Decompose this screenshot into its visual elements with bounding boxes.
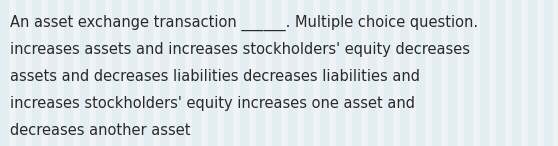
Bar bbox=[96, 0, 104, 146]
Bar bbox=[416, 0, 424, 146]
Bar bbox=[368, 0, 376, 146]
Bar bbox=[496, 0, 504, 146]
Bar bbox=[144, 0, 152, 146]
Bar bbox=[320, 0, 328, 146]
Bar bbox=[448, 0, 456, 146]
Bar bbox=[400, 0, 408, 146]
Bar bbox=[304, 0, 312, 146]
Bar bbox=[336, 0, 344, 146]
Bar bbox=[464, 0, 472, 146]
Text: decreases another asset: decreases another asset bbox=[10, 123, 190, 138]
Bar bbox=[112, 0, 120, 146]
Text: increases assets and increases stockholders' equity decreases: increases assets and increases stockhold… bbox=[10, 42, 470, 57]
Bar bbox=[64, 0, 72, 146]
Bar bbox=[288, 0, 296, 146]
Bar bbox=[384, 0, 392, 146]
Bar bbox=[176, 0, 184, 146]
Bar bbox=[352, 0, 360, 146]
Bar bbox=[192, 0, 200, 146]
Bar bbox=[528, 0, 536, 146]
Bar bbox=[208, 0, 216, 146]
Bar bbox=[544, 0, 552, 146]
Bar bbox=[16, 0, 24, 146]
Text: An asset exchange transaction ______. Multiple choice question.: An asset exchange transaction ______. Mu… bbox=[10, 15, 478, 31]
Text: increases stockholders' equity increases one asset and: increases stockholders' equity increases… bbox=[10, 96, 415, 111]
Text: assets and decreases liabilities decreases liabilities and: assets and decreases liabilities decreas… bbox=[10, 69, 420, 84]
Bar bbox=[256, 0, 264, 146]
Bar bbox=[432, 0, 440, 146]
Bar bbox=[240, 0, 248, 146]
Bar bbox=[272, 0, 280, 146]
Bar bbox=[80, 0, 88, 146]
Bar bbox=[0, 0, 8, 146]
Bar bbox=[48, 0, 56, 146]
Bar bbox=[128, 0, 136, 146]
Bar bbox=[480, 0, 488, 146]
Bar bbox=[32, 0, 40, 146]
Bar bbox=[224, 0, 232, 146]
Bar bbox=[512, 0, 520, 146]
Bar bbox=[160, 0, 168, 146]
